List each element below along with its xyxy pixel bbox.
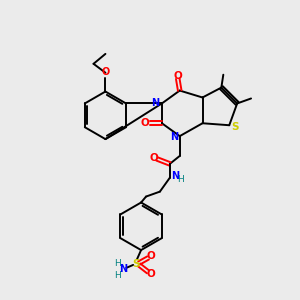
Text: S: S	[232, 122, 239, 132]
Text: N: N	[171, 171, 179, 181]
Text: O: O	[150, 153, 158, 163]
Text: O: O	[141, 118, 149, 128]
Text: S: S	[132, 259, 140, 269]
Text: H: H	[177, 175, 184, 184]
Text: H: H	[114, 271, 121, 280]
Text: O: O	[147, 269, 155, 279]
Text: H: H	[114, 260, 121, 268]
Text: N: N	[151, 98, 159, 108]
Text: O: O	[101, 67, 110, 77]
Text: O: O	[173, 71, 182, 81]
Text: N: N	[171, 132, 179, 142]
Text: O: O	[147, 251, 155, 261]
Text: N: N	[119, 264, 127, 274]
